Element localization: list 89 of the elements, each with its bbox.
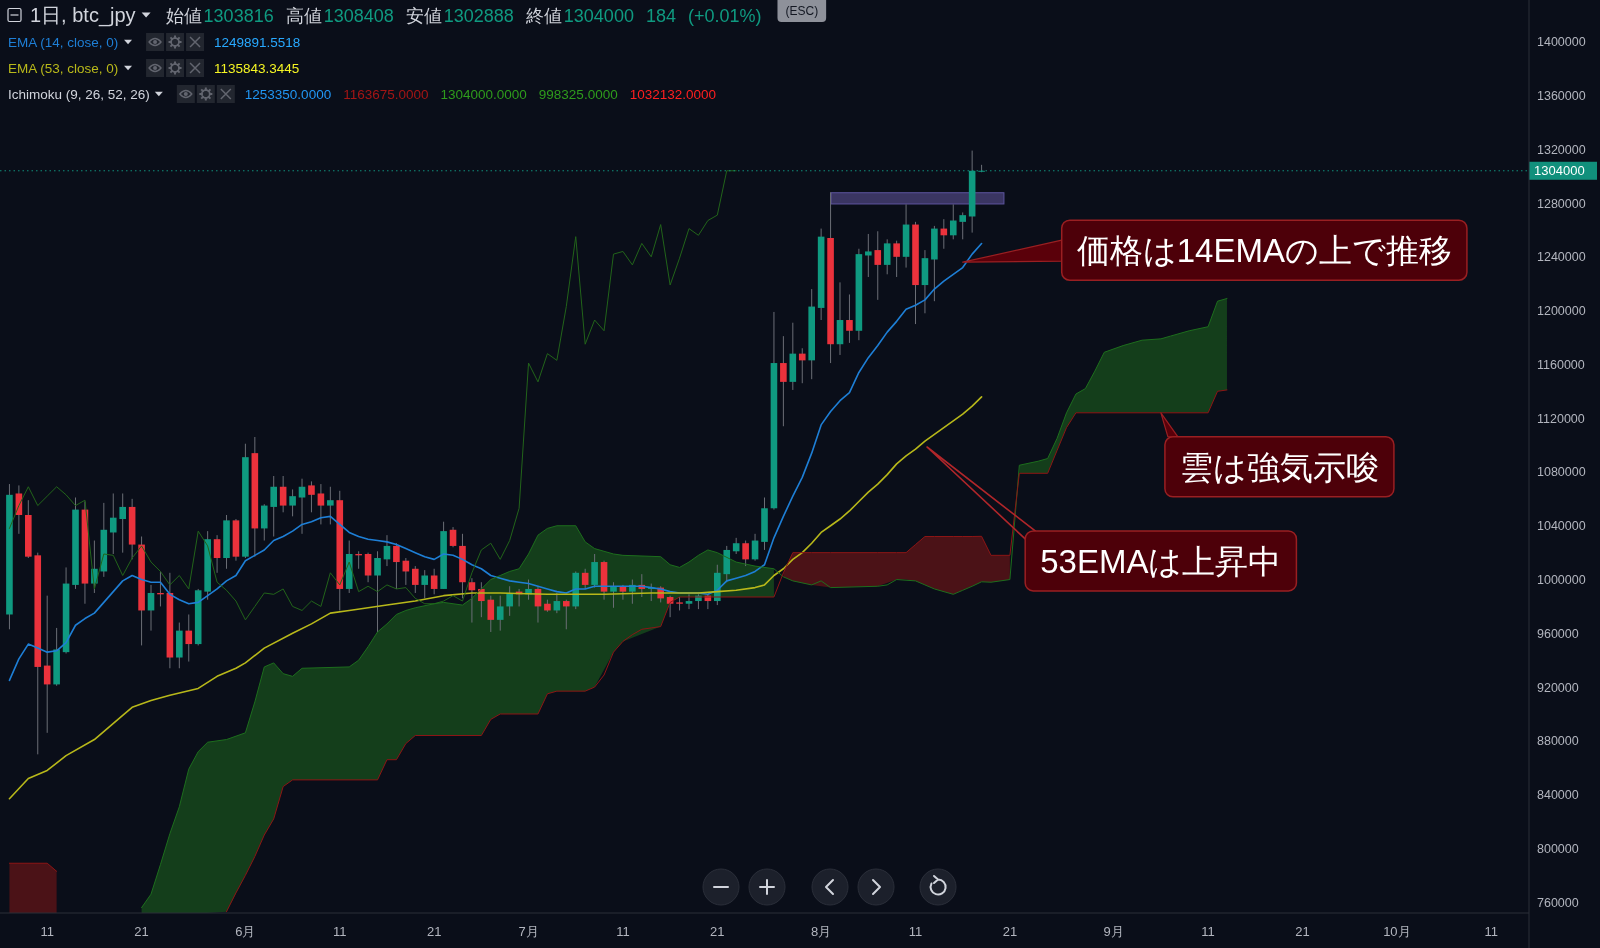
candlestick [109, 492, 117, 555]
candlestick [119, 492, 126, 554]
x-tick-label: 9月 [1103, 923, 1124, 939]
x-tick-label: 7月 [518, 923, 539, 939]
x-tick-label: 11 [616, 923, 630, 939]
candlestick [562, 599, 570, 630]
x-tick-label: 11 [1484, 923, 1498, 939]
chart-title: 1日, btc_jpy [30, 4, 136, 27]
x-tick-label: 11 [40, 923, 54, 939]
text: EMA (14, close, 0) [8, 34, 119, 50]
y-tick-label: 1000000 [1537, 573, 1586, 588]
x-tick-label: 10月 [1383, 923, 1411, 939]
y-tick-label: 880000 [1537, 734, 1579, 749]
text: EMA (53, close, 0) [8, 60, 119, 76]
x-tick-label: 21 [1295, 923, 1310, 939]
annotation: 1304000.0000 [440, 86, 527, 102]
x-tick-label: 11 [908, 923, 923, 939]
candlestick [260, 503, 268, 542]
candlestick [327, 486, 334, 525]
candlestick [496, 595, 504, 632]
candlestick [610, 581, 617, 609]
line-series [8, 242, 983, 682]
candlestick [308, 480, 315, 513]
candlestick [411, 565, 419, 594]
annotation: 雲は強気示唆 [1179, 448, 1379, 486]
candlestick [874, 230, 882, 301]
candlestick [421, 569, 429, 599]
candlestick [581, 568, 589, 590]
x-tick-label: 21 [134, 923, 149, 939]
y-tick-label: 1360000 [1537, 88, 1586, 103]
candlestick [798, 347, 806, 384]
y-tick-label: 800000 [1537, 841, 1579, 856]
y-tick-label: 840000 [1537, 788, 1579, 803]
x-tick-label: 8月 [811, 923, 832, 939]
annotation: (ESC) [785, 4, 819, 18]
candlestick [430, 568, 438, 595]
candlestick [846, 293, 853, 344]
annotation: 53EMAは上昇中 [1040, 542, 1282, 580]
y-tick-label: 1160000 [1537, 357, 1585, 372]
annotation: 1163675.0000 [343, 86, 429, 102]
candlestick [506, 585, 513, 617]
annotation: 価格は14EMAの上で推移 [1076, 232, 1452, 270]
candlestick [213, 534, 221, 574]
candlestick [317, 483, 325, 525]
candlestick [298, 478, 306, 535]
candlestick [468, 577, 476, 624]
candlestick [949, 203, 957, 240]
y-tick-label: 1240000 [1537, 250, 1586, 265]
ref-line-label: 1304000 [1534, 163, 1585, 179]
candlestick [959, 211, 967, 240]
candlestick [893, 240, 900, 278]
annotation: Ichimoku (9, 26, 52, 26) [8, 86, 150, 102]
x-tick-label: 21 [426, 923, 442, 939]
candlestick [449, 526, 457, 548]
candlestick [270, 475, 278, 538]
y-tick-label: 1040000 [1537, 519, 1586, 534]
annotation: 1135843.3445 [214, 60, 300, 76]
candlestick [374, 550, 381, 633]
candlestick [591, 553, 598, 589]
candlestick [685, 593, 693, 610]
candlestick [742, 540, 749, 567]
y-tick-label: 1280000 [1537, 196, 1586, 211]
annotation: 998325.0000 [538, 86, 618, 102]
annotation: 1032132.0000 [629, 86, 717, 102]
annotation: 1249891.5518 [214, 34, 301, 50]
y-tick-label: 760000 [1537, 895, 1579, 910]
text: 始値1303816 高値1308408 安値1302888 終値1304000 184 (+0.01%) [165, 6, 762, 26]
y-tick-label: 1120000 [1537, 411, 1585, 426]
candlestick [289, 488, 296, 517]
candlestick [780, 335, 787, 427]
x-tick-label: 21 [1002, 923, 1018, 939]
y-tick-label: 920000 [1537, 680, 1579, 695]
y-tick-label: 1200000 [1537, 304, 1586, 319]
x-tick-label: 21 [710, 923, 725, 939]
line-series [8, 396, 983, 800]
candlestick [279, 475, 287, 513]
y-tick-label: 1320000 [1537, 142, 1586, 157]
x-tick-label: 6月 [235, 923, 256, 939]
x-tick-label: 11 [333, 923, 347, 939]
candlestick [865, 233, 872, 278]
y-tick-label: 1400000 [1537, 35, 1586, 50]
candlestick [487, 595, 495, 633]
x-tick-label: 11 [1201, 923, 1215, 939]
y-tick-label: 960000 [1537, 626, 1579, 641]
candlestick [393, 542, 400, 590]
annotation: 1253350.0000 [244, 86, 332, 102]
y-tick-label: 1080000 [1537, 465, 1586, 480]
candlestick [883, 238, 891, 275]
candlestick [185, 613, 193, 663]
